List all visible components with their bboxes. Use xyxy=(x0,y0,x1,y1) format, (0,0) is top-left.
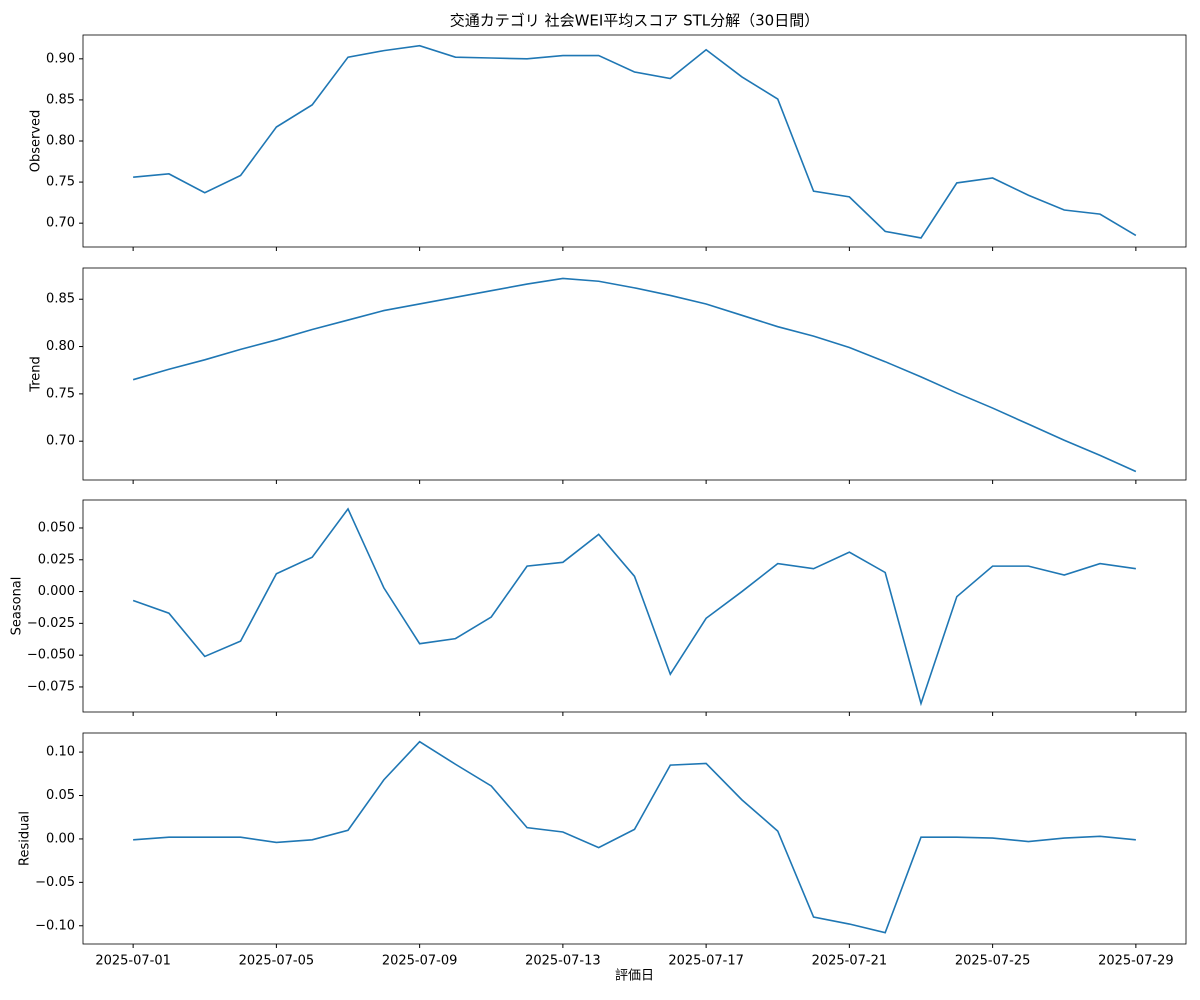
y-tick-label: 0.75 xyxy=(46,386,75,401)
y-tick-label: 0.80 xyxy=(46,134,75,149)
y-tick-label: −0.10 xyxy=(35,918,75,933)
axes-frame xyxy=(82,267,1187,481)
axes-frame xyxy=(82,732,1187,945)
y-tick-label: 0.000 xyxy=(38,584,75,599)
y-tick-label: −0.075 xyxy=(27,679,75,694)
y-tick-label: −0.050 xyxy=(27,648,75,663)
data-line xyxy=(133,44,1137,239)
y-tick-label: −0.05 xyxy=(35,875,75,890)
y-tick-label: 0.75 xyxy=(46,175,75,190)
axes-frame xyxy=(82,34,1187,248)
x-tick-label: 2025-07-13 xyxy=(525,954,601,969)
x-tick-label: 2025-07-17 xyxy=(668,954,744,969)
y-tick-label: 0.80 xyxy=(46,339,75,354)
x-tick-label: 2025-07-21 xyxy=(812,954,888,969)
x-tick-label: 2025-07-09 xyxy=(382,954,458,969)
x-axis-label: 評価日 xyxy=(615,969,654,984)
y-tick-label: −0.025 xyxy=(27,616,75,631)
y-tick-label: 0.025 xyxy=(38,552,75,567)
data-line xyxy=(132,277,1137,473)
x-tick-label: 2025-07-05 xyxy=(239,954,315,969)
x-tick-label: 2025-07-29 xyxy=(1098,954,1174,969)
y-tick-label: 0.70 xyxy=(46,216,75,231)
y-tick-label: 0.10 xyxy=(46,745,75,760)
x-tick-label: 2025-07-25 xyxy=(955,954,1031,969)
y-tick-label: 0.85 xyxy=(46,92,75,107)
chart-title: 交通カテゴリ 社会WEI平均スコア STL分解（30日間） xyxy=(450,12,819,30)
y-tick-label: 0.90 xyxy=(46,51,75,66)
y-tick-label: 0.85 xyxy=(46,292,75,307)
y-axis-label: Seasonal xyxy=(9,577,24,636)
y-axis-label: Residual xyxy=(18,811,33,866)
axes-frame xyxy=(82,499,1187,713)
y-tick-label: 0.00 xyxy=(46,831,75,846)
x-tick-label: 2025-07-01 xyxy=(95,954,171,969)
y-axis-label: Observed xyxy=(29,110,44,173)
y-tick-label: 0.050 xyxy=(38,520,75,535)
data-line xyxy=(133,740,1136,934)
data-line xyxy=(132,507,1136,707)
y-tick-label: 0.70 xyxy=(46,434,75,449)
y-axis-label: Trend xyxy=(29,356,44,393)
y-tick-label: 0.05 xyxy=(46,788,75,803)
